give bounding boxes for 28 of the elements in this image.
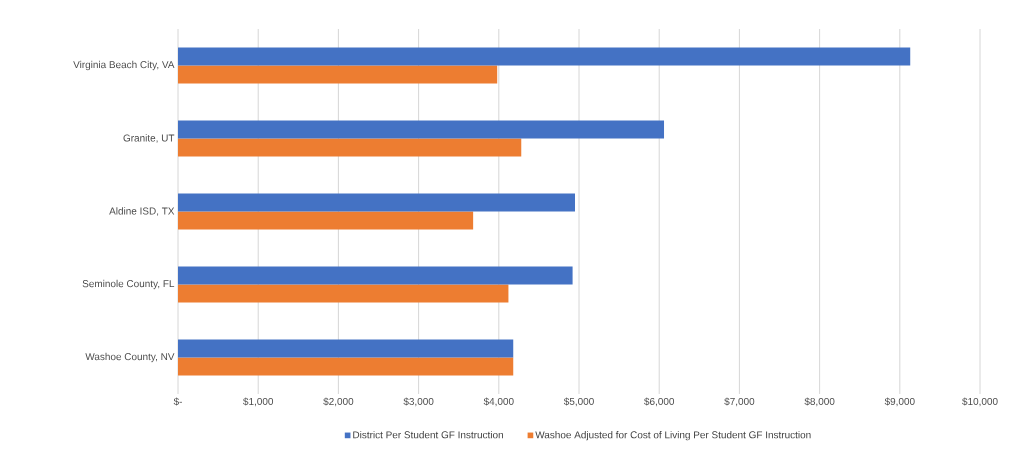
bar [178, 266, 573, 285]
bar [178, 284, 509, 303]
x-tick-label: $6,000 [644, 397, 675, 407]
bar [178, 339, 514, 358]
bar [178, 211, 474, 230]
y-tick-label: Virginia Beach City, VA [73, 60, 175, 71]
x-tick-label: $3,000 [403, 397, 434, 407]
x-tick-label: $5,000 [563, 397, 594, 407]
bar [178, 120, 665, 139]
y-tick-label: Granite, UT [123, 134, 175, 143]
x-tick-label: $2,000 [323, 397, 354, 407]
legend-label: District Per Student GF Instruction [353, 431, 503, 439]
x-tick-label: $- [173, 397, 182, 406]
bar [178, 65, 498, 84]
y-tick-label: Seminole County, FL [82, 279, 175, 290]
x-tick-label: $1,000 [243, 397, 274, 407]
bar [178, 138, 522, 157]
x-tick-label: $8,000 [804, 397, 835, 407]
x-tick-label: $10,000 [962, 397, 998, 407]
legend-label: Washoe Adjusted for Cost of Living Per Student GF Instruction [535, 431, 811, 441]
bar [178, 193, 575, 212]
y-tick-label: Aldine ISD, TX [109, 207, 175, 216]
x-tick-label: $4,000 [483, 397, 514, 407]
x-tick-label: $7,000 [724, 397, 755, 407]
bar [178, 357, 514, 376]
y-tick-label: Washoe County, NV [85, 352, 175, 363]
bar [178, 47, 911, 66]
x-tick-label: $9,000 [884, 397, 915, 407]
